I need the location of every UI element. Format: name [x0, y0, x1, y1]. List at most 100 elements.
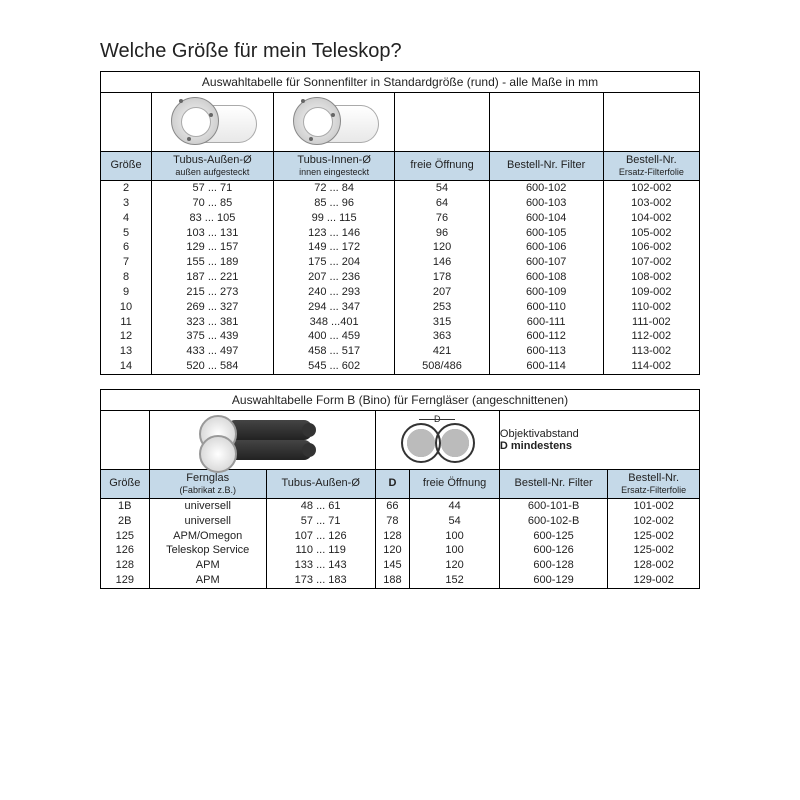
th2-outer: Tubus-Außen-Ø: [266, 469, 375, 498]
table-row: 7155 ... 189175 ... 204146600-107107-002: [101, 255, 700, 270]
d-distance-icon: D: [397, 417, 477, 463]
cell-outer: 433 ... 497: [152, 344, 274, 359]
table2-img-blank1: [101, 410, 150, 469]
cell-inner: 85 ... 96: [273, 196, 395, 211]
table1-img-cell-blank: [101, 93, 152, 152]
cell-filter: 600-126: [499, 543, 607, 558]
cell-opening: 363: [395, 329, 489, 344]
table-row: 12375 ... 439400 ... 459363600-112112-00…: [101, 329, 700, 344]
cell-foil: 113-002: [603, 344, 699, 359]
cell-opening: 152: [410, 573, 500, 588]
cell-fernglas: universell: [149, 514, 266, 529]
cell-outer: 103 ... 131: [152, 226, 274, 241]
cell-size: 5: [101, 226, 152, 241]
th-foil: Bestell-Nr. Ersatz-Filterfolie: [603, 152, 699, 181]
table-row: 1Buniversell48 ... 616644600-101-B101-00…: [101, 498, 700, 513]
cell-opening: 508/486: [395, 359, 489, 374]
cell-size: 6: [101, 240, 152, 255]
cell-d: 188: [375, 573, 410, 588]
cell-d: 66: [375, 498, 410, 513]
cell-foil: 112-002: [603, 329, 699, 344]
cell-outer: 48 ... 61: [266, 498, 375, 513]
table-row: 370 ... 8585 ... 9664600-103103-002: [101, 196, 700, 211]
table-row: 10269 ... 327294 ... 347253600-110110-00…: [101, 300, 700, 315]
cell-inner: 400 ... 459: [273, 329, 395, 344]
cell-foil: 107-002: [603, 255, 699, 270]
table1-image-row: [101, 93, 700, 152]
cell-opening: 253: [395, 300, 489, 315]
th2-size: Größe: [101, 469, 150, 498]
cell-inner: 348 ...401: [273, 315, 395, 330]
cell-foil: 104-002: [603, 211, 699, 226]
cell-foil: 101-002: [608, 498, 700, 513]
table-row: 14520 ... 584545 ... 602508/486600-11411…: [101, 359, 700, 374]
cell-inner: 240 ... 293: [273, 285, 395, 300]
cell-foil: 128-002: [608, 558, 700, 573]
table-row: 257 ... 7172 ... 8454600-102102-002: [101, 180, 700, 195]
cell-filter: 600-108: [489, 270, 603, 285]
th-size: Größe: [101, 152, 152, 181]
binocular-icon: [197, 417, 327, 463]
cell-filter: 600-110: [489, 300, 603, 315]
cell-outer: 107 ... 126: [266, 529, 375, 544]
th-inner: Tubus-Innen-Ø innen eingesteckt: [273, 152, 395, 181]
table1-img-cell-blank4: [603, 93, 699, 152]
page-title: Welche Größe für mein Teleskop?: [100, 40, 700, 63]
cell-outer: 57 ... 71: [152, 180, 274, 195]
cell-outer: 110 ... 119: [266, 543, 375, 558]
table1-caption-row: Auswahltabelle für Sonnenfilter in Stand…: [101, 72, 700, 93]
cell-size: 11: [101, 315, 152, 330]
th-filter: Bestell-Nr. Filter: [489, 152, 603, 181]
filter-inner-icon: [289, 95, 379, 147]
cell-foil: 109-002: [603, 285, 699, 300]
table1-img-cell-blank3: [489, 93, 603, 152]
cell-size: 12: [101, 329, 152, 344]
cell-filter: 600-103: [489, 196, 603, 211]
cell-opening: 44: [410, 498, 500, 513]
cell-fernglas: Teleskop Service: [149, 543, 266, 558]
cell-d: 78: [375, 514, 410, 529]
cell-size: 128: [101, 558, 150, 573]
cell-opening: 178: [395, 270, 489, 285]
table1-img-cell-blank2: [395, 93, 489, 152]
cell-outer: 155 ... 189: [152, 255, 274, 270]
cell-filter: 600-102: [489, 180, 603, 195]
table-row: 11323 ... 381348 ...401315600-111111-002: [101, 315, 700, 330]
cell-outer: 133 ... 143: [266, 558, 375, 573]
cell-size: 13: [101, 344, 152, 359]
cell-outer: 520 ... 584: [152, 359, 274, 374]
cell-size: 7: [101, 255, 152, 270]
cell-size: 2: [101, 180, 152, 195]
cell-outer: 70 ... 85: [152, 196, 274, 211]
cell-foil: 110-002: [603, 300, 699, 315]
table-row: 2Buniversell57 ... 717854600-102-B102-00…: [101, 514, 700, 529]
cell-opening: 146: [395, 255, 489, 270]
cell-outer: 173 ... 183: [266, 573, 375, 588]
cell-opening: 100: [410, 543, 500, 558]
cell-size: 2B: [101, 514, 150, 529]
table-row: 125APM/Omegon107 ... 126128100600-125125…: [101, 529, 700, 544]
cell-d: 145: [375, 558, 410, 573]
cell-size: 4: [101, 211, 152, 226]
cell-outer: 83 ... 105: [152, 211, 274, 226]
table-row: 8187 ... 221207 ... 236178600-108108-002: [101, 270, 700, 285]
cell-filter: 600-105: [489, 226, 603, 241]
cell-inner: 545 ... 602: [273, 359, 395, 374]
cell-foil: 105-002: [603, 226, 699, 241]
filter-outer-icon: [167, 95, 257, 147]
cell-filter: 600-128: [499, 558, 607, 573]
cell-filter: 600-129: [499, 573, 607, 588]
cell-outer: 187 ... 221: [152, 270, 274, 285]
table-row: 483 ... 10599 ... 11576600-104104-002: [101, 211, 700, 226]
cell-foil: 114-002: [603, 359, 699, 374]
cell-d: 120: [375, 543, 410, 558]
table-row: 126Teleskop Service110 ... 119120100600-…: [101, 543, 700, 558]
cell-size: 129: [101, 573, 150, 588]
cell-inner: 175 ... 204: [273, 255, 395, 270]
cell-fernglas: universell: [149, 498, 266, 513]
cell-foil: 129-002: [608, 573, 700, 588]
cell-size: 1B: [101, 498, 150, 513]
page-container: Welche Größe für mein Teleskop? Auswahlt…: [100, 0, 700, 800]
cell-foil: 125-002: [608, 529, 700, 544]
cell-filter: 600-101-B: [499, 498, 607, 513]
